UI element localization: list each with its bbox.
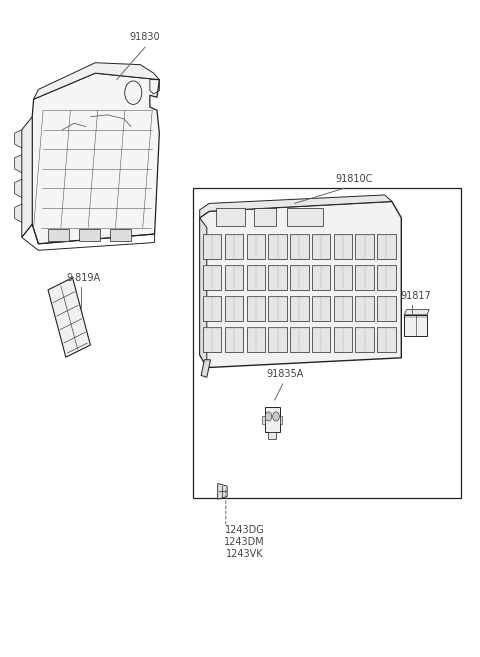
Bar	[268, 432, 276, 439]
Polygon shape	[203, 234, 221, 260]
Polygon shape	[32, 73, 159, 244]
Polygon shape	[14, 130, 22, 148]
Text: 91835A: 91835A	[266, 369, 304, 379]
Text: 91810C: 91810C	[335, 174, 372, 184]
Polygon shape	[247, 327, 265, 352]
Polygon shape	[247, 234, 265, 260]
Bar	[404, 315, 427, 336]
Polygon shape	[377, 296, 396, 321]
Polygon shape	[377, 265, 396, 290]
Bar	[262, 416, 264, 424]
Polygon shape	[290, 296, 309, 321]
Polygon shape	[200, 217, 207, 367]
Polygon shape	[200, 202, 401, 367]
Polygon shape	[355, 265, 374, 290]
Text: 1243DM: 1243DM	[224, 537, 265, 547]
Bar	[192, 189, 461, 498]
Polygon shape	[268, 234, 287, 260]
Polygon shape	[334, 327, 352, 352]
Polygon shape	[334, 234, 352, 260]
Polygon shape	[268, 327, 287, 352]
Bar	[264, 407, 280, 432]
Text: 9·819A: 9·819A	[66, 273, 100, 283]
Polygon shape	[14, 179, 22, 198]
Polygon shape	[312, 234, 330, 260]
Polygon shape	[355, 327, 374, 352]
Bar	[216, 208, 245, 226]
Polygon shape	[201, 360, 211, 377]
Polygon shape	[355, 234, 374, 260]
Polygon shape	[247, 265, 265, 290]
Polygon shape	[14, 154, 22, 173]
Circle shape	[273, 412, 279, 421]
Polygon shape	[203, 327, 221, 352]
Text: 1243DG: 1243DG	[225, 526, 264, 535]
Text: 91817: 91817	[400, 291, 431, 301]
Polygon shape	[200, 195, 392, 217]
Polygon shape	[268, 265, 287, 290]
Circle shape	[265, 412, 272, 421]
Text: 1243VK: 1243VK	[226, 549, 264, 559]
Polygon shape	[312, 265, 330, 290]
Polygon shape	[203, 265, 221, 290]
Polygon shape	[377, 234, 396, 260]
Polygon shape	[14, 204, 22, 222]
Polygon shape	[290, 234, 309, 260]
Polygon shape	[48, 278, 90, 357]
Text: 91830: 91830	[130, 32, 160, 42]
Polygon shape	[247, 296, 265, 321]
Polygon shape	[268, 296, 287, 321]
Bar	[48, 229, 69, 241]
Polygon shape	[218, 484, 227, 499]
Polygon shape	[312, 296, 330, 321]
Polygon shape	[290, 327, 309, 352]
Polygon shape	[334, 296, 352, 321]
Polygon shape	[225, 265, 243, 290]
Polygon shape	[225, 327, 243, 352]
Polygon shape	[334, 265, 352, 290]
Bar	[79, 229, 100, 241]
Polygon shape	[225, 296, 243, 321]
Bar	[280, 416, 282, 424]
Polygon shape	[404, 309, 429, 315]
Bar	[109, 229, 131, 241]
Polygon shape	[34, 62, 159, 99]
Polygon shape	[312, 327, 330, 352]
Polygon shape	[290, 265, 309, 290]
Polygon shape	[225, 234, 243, 260]
Bar	[254, 208, 276, 226]
Polygon shape	[355, 296, 374, 321]
Polygon shape	[203, 296, 221, 321]
Polygon shape	[377, 327, 396, 352]
Polygon shape	[22, 117, 32, 237]
Bar	[288, 208, 323, 226]
